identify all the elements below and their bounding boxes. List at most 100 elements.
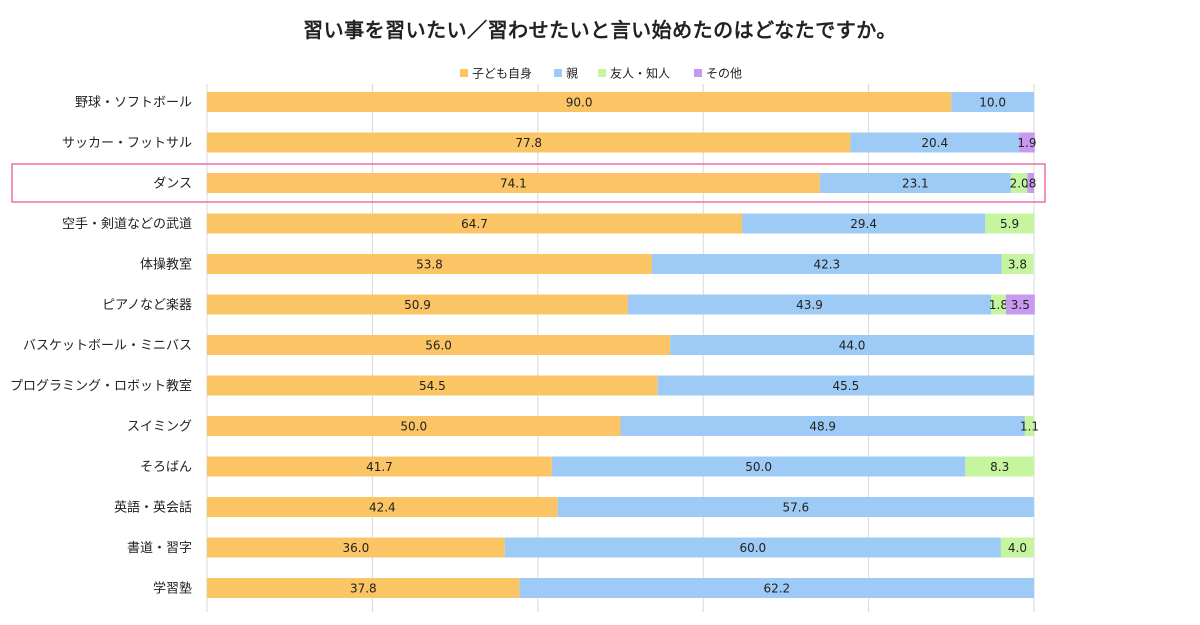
category-label: 空手・剣道などの武道	[62, 217, 192, 232]
legend-label: その他	[706, 67, 742, 81]
bar-segment	[1001, 254, 1034, 274]
legend-swatch	[460, 69, 468, 77]
data-label: 1.8	[989, 298, 1008, 312]
bar-segment	[207, 416, 621, 436]
data-label: 36.0	[343, 541, 370, 555]
legend-label: 親	[566, 67, 578, 81]
bar-segment	[207, 578, 520, 598]
legend-label: 友人・知人	[610, 67, 670, 81]
category-label: 学習塾	[153, 581, 192, 597]
data-label: 48.9	[809, 420, 836, 434]
data-label: 53.8	[416, 258, 443, 272]
data-label: 1.9	[1017, 136, 1036, 150]
bar-segment	[627, 294, 991, 315]
category-label: プログラミング・ロボット教室	[10, 378, 192, 394]
data-label: 4.0	[1008, 541, 1027, 555]
bar-segment	[207, 456, 552, 477]
category-label: 書道・習字	[127, 541, 192, 556]
bar-segment	[207, 537, 505, 558]
bar-segment	[1019, 132, 1035, 153]
bar-segment	[1010, 173, 1028, 193]
data-label: 77.8	[515, 136, 542, 150]
bar-segment	[742, 213, 986, 234]
bars: 90.0 10.0 77.8 20.4 1.9 74.1 23.1 2.0.8 64.7 29.4…	[207, 92, 1039, 598]
data-label: 1.1	[1020, 420, 1039, 434]
bar-segment	[207, 497, 558, 517]
data-label: 62.2	[763, 582, 790, 596]
bar-segment	[651, 254, 1002, 274]
chart-title: 習い事を習いたい／習わせたいと言い始めたのはどなたですか。	[303, 18, 897, 42]
data-label: 43.9	[796, 298, 823, 312]
data-label: .8	[1025, 177, 1036, 191]
data-label: 37.8	[350, 582, 377, 596]
category-label: ダンス	[153, 177, 192, 192]
bar-segment	[819, 173, 1011, 193]
data-label: 3.8	[1008, 258, 1027, 272]
bar-segment	[504, 537, 1001, 558]
data-label: 56.0	[425, 339, 452, 353]
highlight-box	[11, 163, 1046, 203]
category-label: そろばん	[140, 460, 192, 475]
bar-segment	[207, 173, 820, 193]
data-label: 42.4	[369, 501, 396, 515]
legend-swatch	[694, 69, 702, 77]
data-label: 29.4	[850, 217, 877, 231]
category-label: 体操教室	[140, 257, 192, 273]
bar-segment	[620, 416, 1025, 436]
data-label: 64.7	[461, 217, 488, 231]
bar-segment	[207, 92, 952, 112]
bar-segment	[657, 375, 1034, 396]
category-label: バスケットボール・ミニバス	[23, 339, 192, 354]
highlight-box	[11, 163, 1046, 203]
bar-segment	[557, 497, 1034, 517]
data-label: 45.5	[832, 379, 859, 393]
bar-segment	[965, 456, 1034, 477]
data-label: 50.0	[745, 460, 772, 474]
data-label: 8.3	[990, 460, 1009, 474]
data-label: 3.5	[1011, 298, 1030, 312]
data-label: 44.0	[839, 339, 866, 353]
data-label: 74.1	[500, 177, 527, 191]
data-label: 5.9	[1000, 217, 1019, 231]
bar-segment	[951, 92, 1034, 112]
category-label: サッカー・フットサル	[62, 136, 192, 151]
bar-segment	[1024, 416, 1034, 436]
category-label: 野球・ソフトボール	[75, 96, 192, 111]
bar-segment	[990, 294, 1006, 315]
data-label: 10.0	[979, 96, 1006, 110]
data-label: 50.9	[404, 298, 431, 312]
bar-segment	[519, 578, 1034, 598]
bar-segment	[670, 335, 1034, 355]
legend-swatch	[598, 69, 606, 77]
bar-segment	[1005, 294, 1035, 315]
bar-segment	[1027, 173, 1034, 193]
data-label: 2.0	[1010, 177, 1029, 191]
data-label: 54.5	[419, 379, 446, 393]
bar-segment	[207, 335, 671, 355]
bar-segment	[207, 375, 658, 396]
data-label: 50.0	[400, 420, 427, 434]
bar-segment	[551, 456, 966, 477]
data-label: 90.0	[566, 96, 593, 110]
legend: 子ども自身 親 友人・知人 その他	[460, 66, 742, 81]
bar-segment	[207, 254, 652, 274]
bar-segment	[985, 213, 1034, 234]
category-label: ピアノなど楽器	[102, 297, 192, 313]
data-label: 60.0	[739, 541, 766, 555]
data-label: 20.4	[921, 136, 948, 150]
bar-segment	[850, 132, 1020, 153]
category-label: スイミング	[127, 420, 192, 435]
bar-segment	[207, 132, 851, 153]
data-label: 41.7	[366, 460, 393, 474]
data-label: 23.1	[902, 177, 929, 191]
category-label: 英語・英会話	[114, 500, 192, 516]
data-label: 42.3	[813, 258, 840, 272]
category-labels: 野球・ソフトボールサッカー・フットサルダンス空手・剣道などの武道体操教室ピアノな…	[10, 96, 192, 597]
bar-segment	[207, 294, 628, 315]
data-label: 57.6	[782, 501, 809, 515]
bar-segment	[207, 213, 743, 234]
bar-segment	[1000, 537, 1034, 558]
legend-swatch	[554, 69, 562, 77]
legend-label: 子ども自身	[472, 66, 532, 81]
